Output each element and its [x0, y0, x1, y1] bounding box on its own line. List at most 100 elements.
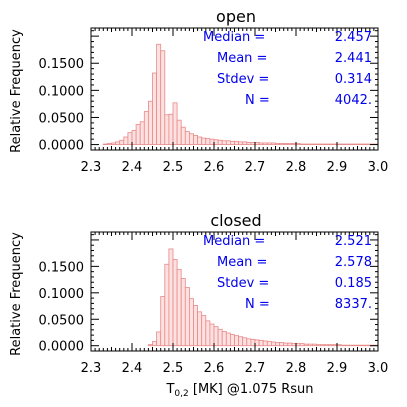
stat-value: 2.457: [335, 30, 372, 45]
histogram-bar: [258, 142, 264, 145]
histogram-bar: [193, 305, 198, 347]
y-axis-label: Relative Frequency: [9, 232, 24, 356]
histogram-bar: [229, 140, 235, 145]
histogram-bar: [172, 259, 178, 347]
histogram-bar: [160, 50, 166, 145]
stat-label: Mean =: [217, 51, 267, 66]
histogram-bar: [340, 143, 346, 145]
chart-title: closed: [210, 211, 261, 230]
histogram-bar: [336, 344, 342, 347]
histogram-bar: [287, 143, 293, 145]
histogram-bar: [246, 142, 252, 145]
y-tick-label: 0.0500: [39, 313, 85, 328]
x-tick-label: 2.8: [286, 160, 307, 175]
stat-label: Mean =: [217, 255, 267, 270]
x-axis-label-rest: [MK] @1.075 Rsun: [189, 382, 314, 397]
histogram-bar: [254, 339, 260, 347]
histogram-bar: [188, 133, 194, 145]
histogram-bar: [361, 344, 367, 347]
histogram-bar: [102, 143, 108, 145]
histogram-bar: [229, 334, 235, 347]
x-tick-label: 2.6: [204, 160, 225, 175]
stats-annotation: Median = 2.521 Mean = 2.578 Stdev = 0.185 N = 8…: [203, 234, 372, 312]
y-tick-label: 0.1000: [39, 287, 85, 302]
histogram-bar: [275, 143, 280, 145]
histogram-bar: [176, 269, 182, 347]
histogram-bar: [352, 143, 358, 145]
histogram-bar: [324, 344, 330, 347]
histogram-bar: [238, 141, 244, 145]
histogram-bar: [299, 343, 305, 347]
histogram-bar: [217, 139, 223, 145]
x-axis-label: T0,2 [MK] @1.075 Rsun: [165, 382, 313, 399]
stat-value: 2.441: [335, 51, 372, 66]
stat-label: Stdev =: [217, 72, 269, 87]
histogram-bar: [316, 143, 321, 145]
plot-axes: [90, 27, 379, 151]
stats-annotation: Median = 2.457 Mean = 2.441 Stdev = 0.314 N = 4…: [203, 30, 372, 108]
x-tick-labels: 2.3 2.4 2.5 2.6 2.7 2.8 2.9 3.0: [81, 160, 389, 175]
x-tick-label: 2.9: [327, 160, 348, 175]
histogram-bar: [266, 341, 272, 347]
histogram-bar: [324, 143, 330, 145]
y-axis-label: Relative Frequency: [9, 29, 24, 153]
histogram-bar: [328, 344, 334, 347]
histogram-bar: [168, 248, 174, 347]
histogram-bar: [221, 140, 227, 145]
histogram-bar: [234, 140, 239, 145]
histogram-bar: [344, 344, 350, 347]
histogram-bar: [152, 341, 157, 347]
histogram-bar: [279, 342, 285, 347]
histogram-bar: [131, 130, 137, 145]
histogram-bar: [115, 141, 121, 145]
histogram-bar: [365, 344, 371, 347]
histogram-bar: [295, 143, 301, 145]
histogram-bar: [316, 344, 321, 347]
histogram-bar: [332, 143, 338, 145]
x-tick-label: 2.7: [245, 160, 266, 175]
histogram-bar: [291, 343, 297, 347]
histogram-bar: [270, 341, 276, 347]
stat-label: Median =: [203, 234, 265, 249]
histogram-bar: [225, 332, 231, 347]
histogram-bar: [156, 331, 162, 347]
stat-label: Stdev =: [217, 276, 269, 291]
histogram-bar: [147, 100, 153, 145]
histogram-bar: [213, 139, 219, 145]
histogram-bar: [320, 344, 326, 347]
histogram-bar: [283, 342, 289, 347]
histogram-bar: [242, 141, 248, 145]
histogram-bar: [250, 338, 256, 347]
histogram-bar: [242, 337, 248, 347]
histogram-bar: [275, 342, 280, 347]
stat-value: 2.521: [335, 234, 372, 249]
histogram-bar: [328, 143, 334, 145]
histogram-bar: [340, 344, 346, 347]
x-tick-label: 2.3: [81, 361, 102, 376]
stat-label: N =: [245, 93, 270, 108]
histogram-bar: [234, 335, 239, 347]
histogram-bar: [197, 136, 203, 145]
histogram-bar: [254, 142, 260, 145]
stat-value: 0.314: [335, 72, 372, 87]
x-tick-label: 2.6: [204, 361, 225, 376]
histogram-bar: [287, 342, 293, 347]
histogram-bar: [111, 142, 116, 145]
y-tick-label: 0.1000: [39, 84, 85, 99]
histogram-bars: [102, 43, 379, 145]
histogram-bar: [348, 344, 354, 347]
x-axis-label-subscript: 0,2: [174, 389, 188, 399]
histogram-bar: [344, 143, 350, 145]
histogram-bar: [352, 344, 358, 347]
stat-value: 4042.: [335, 93, 372, 108]
open-histogram-panel: open Relative Frequency 2.3 2.4 2.5 2.6 2.7 2…: [9, 7, 388, 175]
y-tick-label: 0.1500: [39, 260, 85, 275]
histogram-bar: [119, 139, 125, 145]
histogram-bar: [201, 315, 207, 347]
y-tick-label: 0.0000: [39, 340, 85, 355]
histogram-bar: [361, 143, 367, 145]
x-tick-label: 2.9: [327, 361, 348, 376]
histogram-bar: [184, 287, 190, 347]
histogram-bar: [176, 119, 182, 145]
histogram-bar: [193, 134, 198, 145]
